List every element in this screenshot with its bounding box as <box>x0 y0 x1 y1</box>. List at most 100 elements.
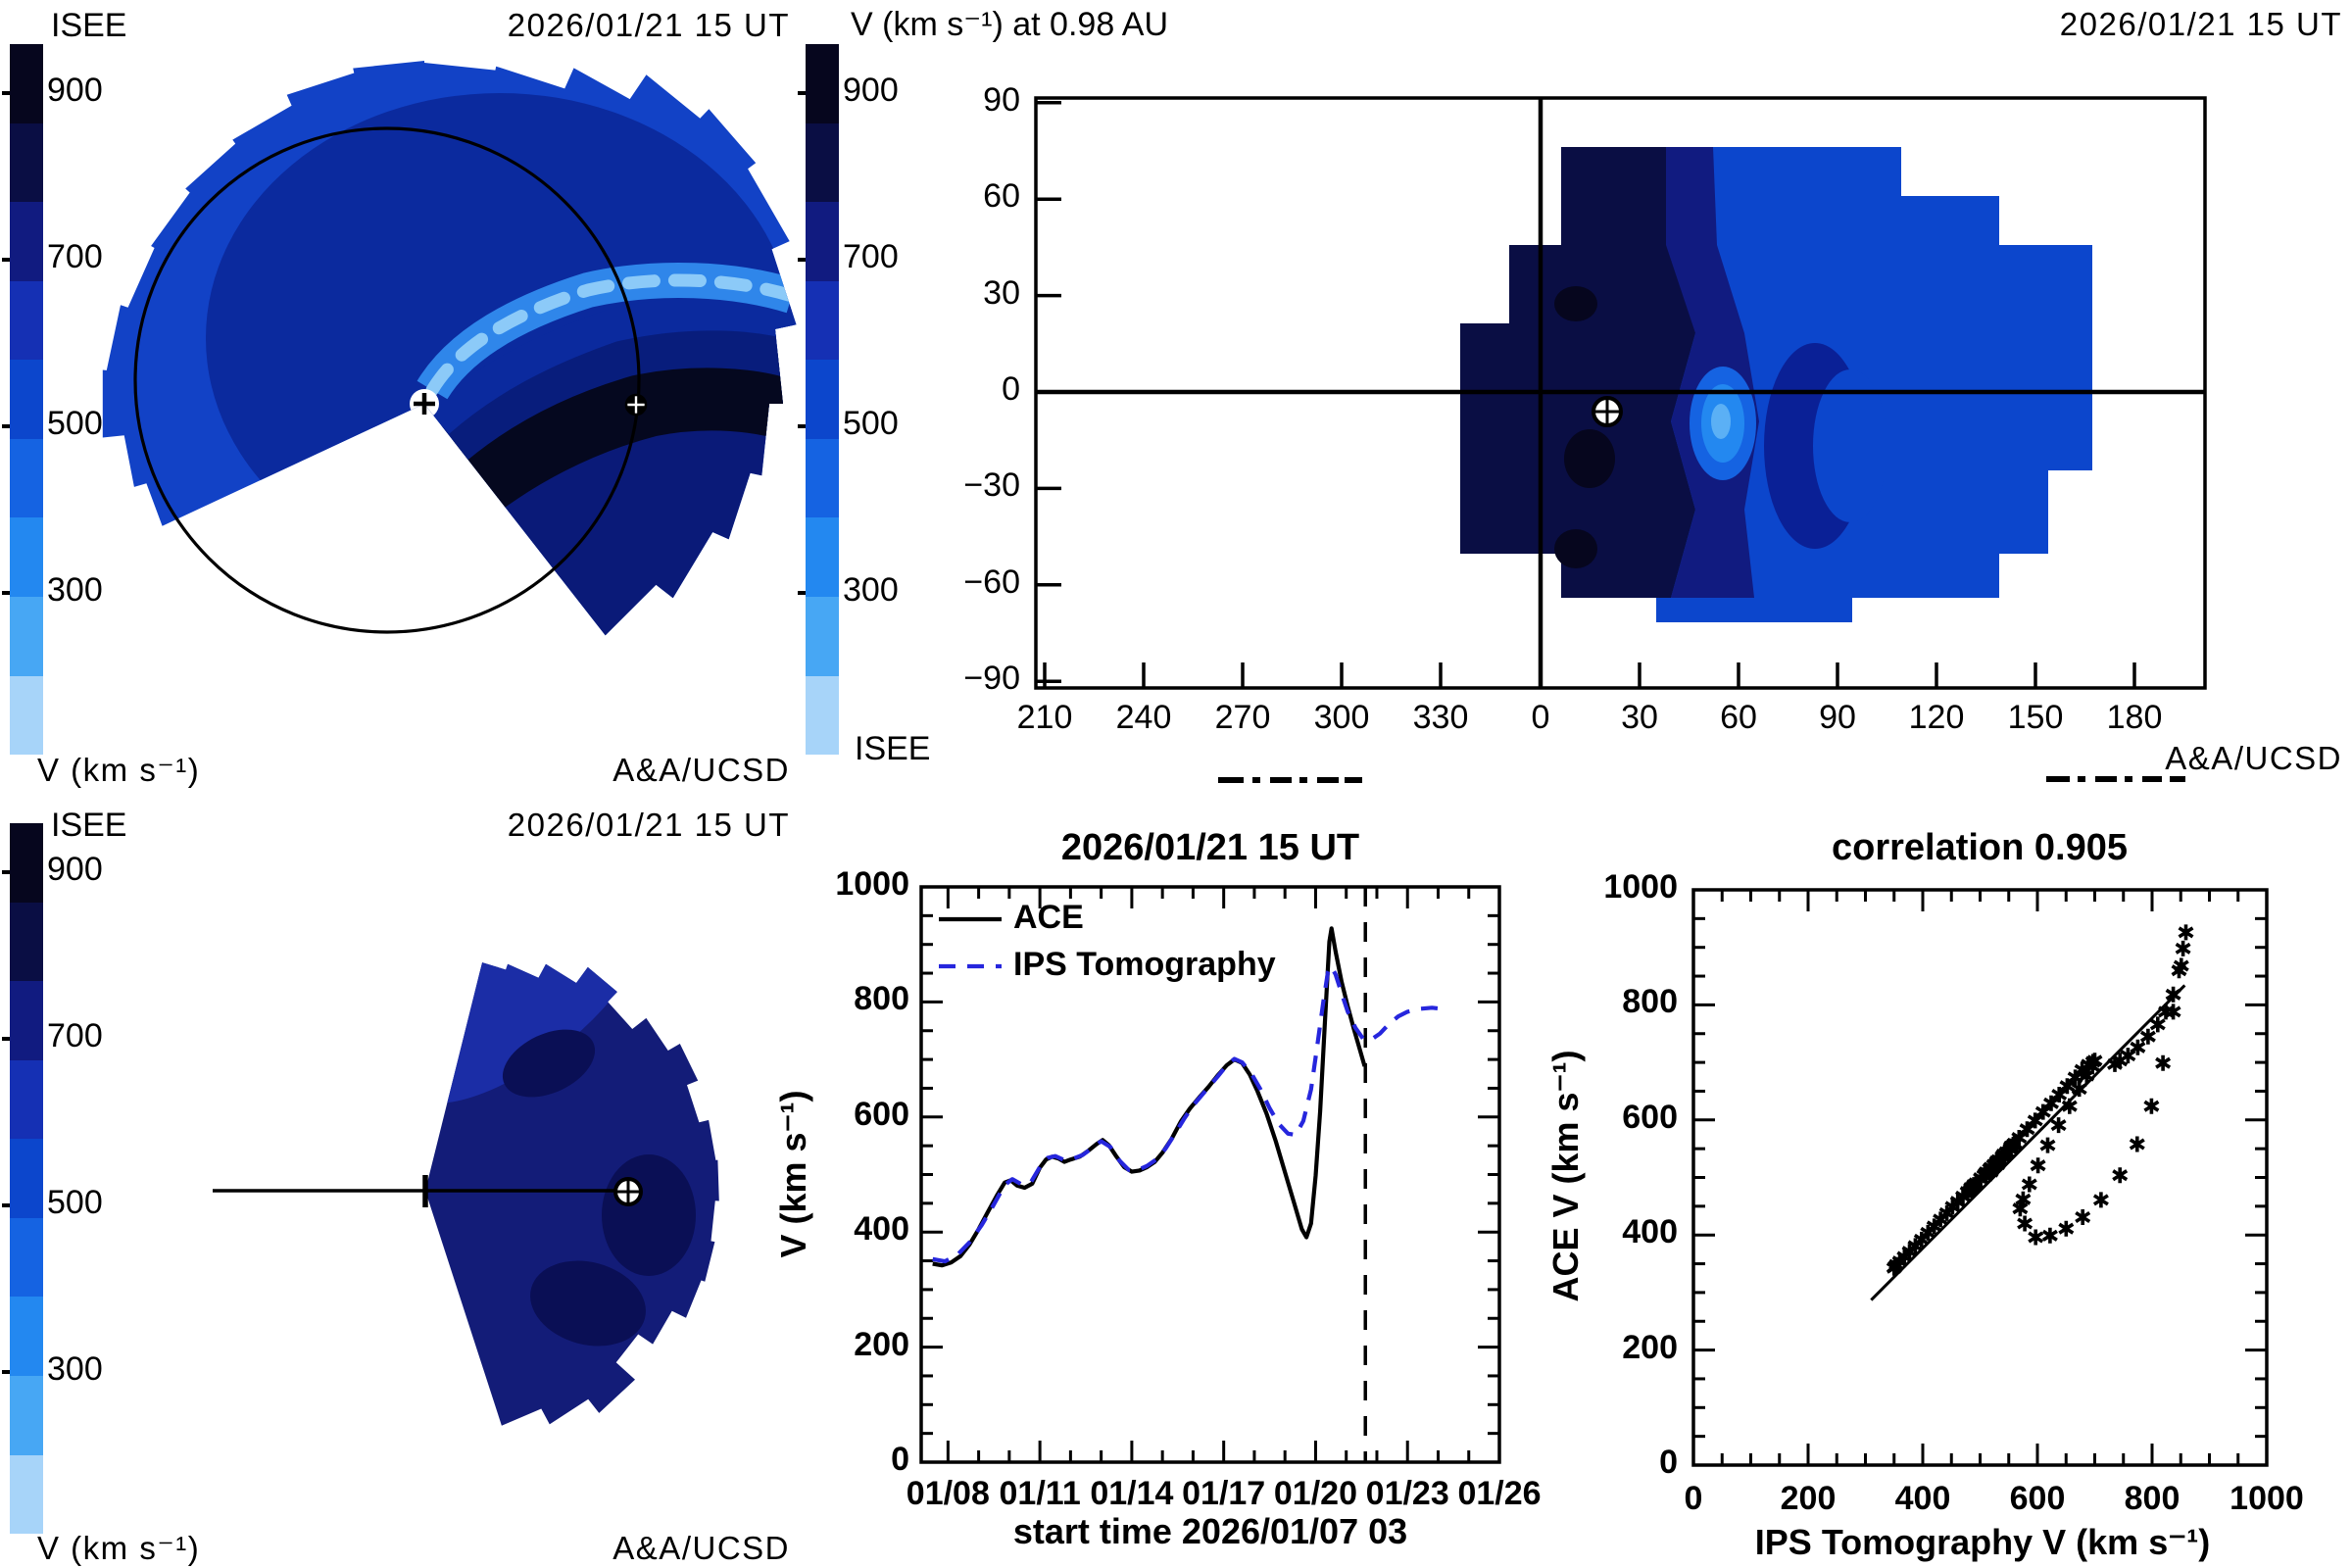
meridional-colorbar-title: V (km s⁻¹) <box>37 1530 201 1566</box>
scatter-y-tick-label: 200 <box>1622 1328 1678 1366</box>
timeseries-x-tick-label: 01/17 <box>1182 1475 1266 1512</box>
skymap-lat-label: 60 <box>983 177 1020 216</box>
colorbar-bin <box>10 1297 43 1376</box>
clipped-text-fragment <box>1299 777 1307 783</box>
scatter-x-axis-title: IPS Tomography V (km s⁻¹) <box>1754 1522 2211 1562</box>
clipped-text-fragment <box>1317 777 1339 783</box>
skymap-colorbar-tick-label: 500 <box>843 405 899 442</box>
timeseries-y-axis-title: V (km s⁻¹) <box>773 1090 814 1258</box>
timeseries-x-tick-label: 01/26 <box>1457 1475 1542 1512</box>
meridional-colorbar-tick-label: 500 <box>47 1184 103 1221</box>
skymap-lon-label: 330 <box>1412 699 1469 736</box>
scatter-y-tick-label: 0 <box>1659 1444 1678 1481</box>
scatter-x-tick-label: 1000 <box>2230 1480 2304 1517</box>
colorbar-bin <box>10 823 43 903</box>
scatter-y-tick-label: 600 <box>1622 1098 1678 1136</box>
colorbar-bin <box>806 596 839 676</box>
colorbar-bin <box>10 981 43 1060</box>
clipped-text-fragment <box>2046 776 2070 782</box>
colorbar-bin <box>806 202 839 281</box>
clipped-text-fragment <box>1218 777 1244 783</box>
colorbar-bin <box>10 596 43 676</box>
timeseries-x-tick-label: 01/23 <box>1365 1475 1449 1512</box>
timeseries-x-tick-label: 01/08 <box>906 1475 990 1512</box>
timeseries-title: 2026/01/21 15 UT <box>1060 827 1360 868</box>
clipped-text-fragment <box>2125 776 2132 782</box>
timeseries-y-tick-label: 800 <box>854 980 909 1018</box>
skymap-lon-label: 210 <box>1016 699 1073 736</box>
meridional-colorbar-tick-label: 900 <box>47 851 103 888</box>
timeseries-y-tick-label: 200 <box>854 1325 909 1363</box>
skymap-title: V (km s⁻¹) at 0.98 AU <box>851 6 1169 43</box>
skymap-colorbar-tick-label: 900 <box>843 72 899 109</box>
skymap-lon-label: 30 <box>1621 699 1658 736</box>
timeseries-x-tick-label: 01/11 <box>999 1475 1081 1512</box>
colorbar-bin <box>10 360 43 439</box>
clipped-text-fragment <box>2142 776 2162 782</box>
skymap-lon-label: 150 <box>2007 699 2064 736</box>
skymap-lon-label: 270 <box>1214 699 1271 736</box>
skymap-credit: A&A/UCSD <box>2165 740 2342 776</box>
scatter-y-tick-label: 400 <box>1622 1213 1678 1251</box>
scatter-x-tick-label: 600 <box>2009 1480 2066 1517</box>
timeseries-y-tick-label: 400 <box>854 1210 909 1249</box>
colorbar-bin <box>806 438 839 518</box>
meridional-datetime: 2026/01/21 15 UT <box>507 807 790 843</box>
colorbar-bin <box>806 122 839 203</box>
skymap-colorbar <box>806 44 839 756</box>
skymap-lon-label: 180 <box>2106 699 2163 736</box>
skymap-lat-label: 90 <box>983 80 1020 119</box>
scatter-x-tick-label: 0 <box>1684 1480 1703 1517</box>
timeseries-y-tick-label: 600 <box>854 1095 909 1133</box>
colorbar-bin <box>10 675 43 756</box>
skymap-colorbar-tick-label: 300 <box>843 571 899 609</box>
ecliptic-colorbar-tick-label: 300 <box>47 571 103 609</box>
timeseries-x-tick-label: 01/14 <box>1090 1475 1174 1512</box>
timeseries-y-tick-label: 0 <box>891 1441 909 1478</box>
skymap-datetime: 2026/01/21 15 UT <box>2059 6 2342 42</box>
skymap-lat-label: 0 <box>1002 370 1020 408</box>
colorbar-bin <box>10 44 43 123</box>
colorbar-bin <box>10 438 43 518</box>
scatter-y-axis-title: ACE V (km s⁻¹) <box>1545 1050 1587 1302</box>
ecliptic-credit: A&A/UCSD <box>612 752 790 788</box>
skymap-lat-label: −60 <box>963 563 1020 601</box>
colorbar-bin <box>10 280 43 361</box>
meridional-credit: A&A/UCSD <box>612 1530 790 1566</box>
scatter-title: correlation 0.905 <box>1831 827 2129 868</box>
meridional-source-label: ISEE <box>51 807 127 844</box>
skymap-lon-label: 240 <box>1115 699 1172 736</box>
clipped-text-fragment <box>2170 776 2185 782</box>
colorbar-bin <box>10 122 43 203</box>
colorbar-bin <box>10 1454 43 1535</box>
legend-ace-label: ACE <box>1013 899 1084 936</box>
colorbar-bin <box>10 902 43 982</box>
legend-ips-label: IPS Tomography <box>1013 946 1276 983</box>
colorbar-bin <box>806 44 839 123</box>
clipped-text-fragment <box>1252 777 1260 783</box>
ecliptic-colorbar-tick-label: 700 <box>47 238 103 275</box>
clipped-text-fragment <box>2095 776 2117 782</box>
skymap-lon-label: 0 <box>1531 699 1550 736</box>
skymap-lon-label: 90 <box>1819 699 1856 736</box>
scatter-y-tick-label: 800 <box>1622 983 1678 1021</box>
colorbar-bin <box>806 360 839 439</box>
skymap-lon-label: 60 <box>1720 699 1757 736</box>
ecliptic-datetime: 2026/01/21 15 UT <box>507 7 790 43</box>
meridional-colorbar <box>10 823 43 1535</box>
colorbar-bin <box>10 202 43 281</box>
colorbar-bin <box>10 1139 43 1218</box>
skymap-lon-label: 300 <box>1313 699 1370 736</box>
colorbar-bin <box>10 1375 43 1455</box>
skymap-colorbar-tick-label: 700 <box>843 238 899 275</box>
colorbar-bin <box>10 1217 43 1298</box>
ecliptic-colorbar-title: V (km s⁻¹) <box>37 752 201 788</box>
skymap-lon-label: 120 <box>1908 699 1965 736</box>
ecliptic-colorbar-tick-label: 900 <box>47 72 103 109</box>
timeseries-x-tick-label: 01/20 <box>1273 1475 1357 1512</box>
scatter-y-tick-label: 1000 <box>1603 868 1678 906</box>
colorbar-bin <box>806 675 839 756</box>
skymap-lat-label: −30 <box>963 466 1020 505</box>
